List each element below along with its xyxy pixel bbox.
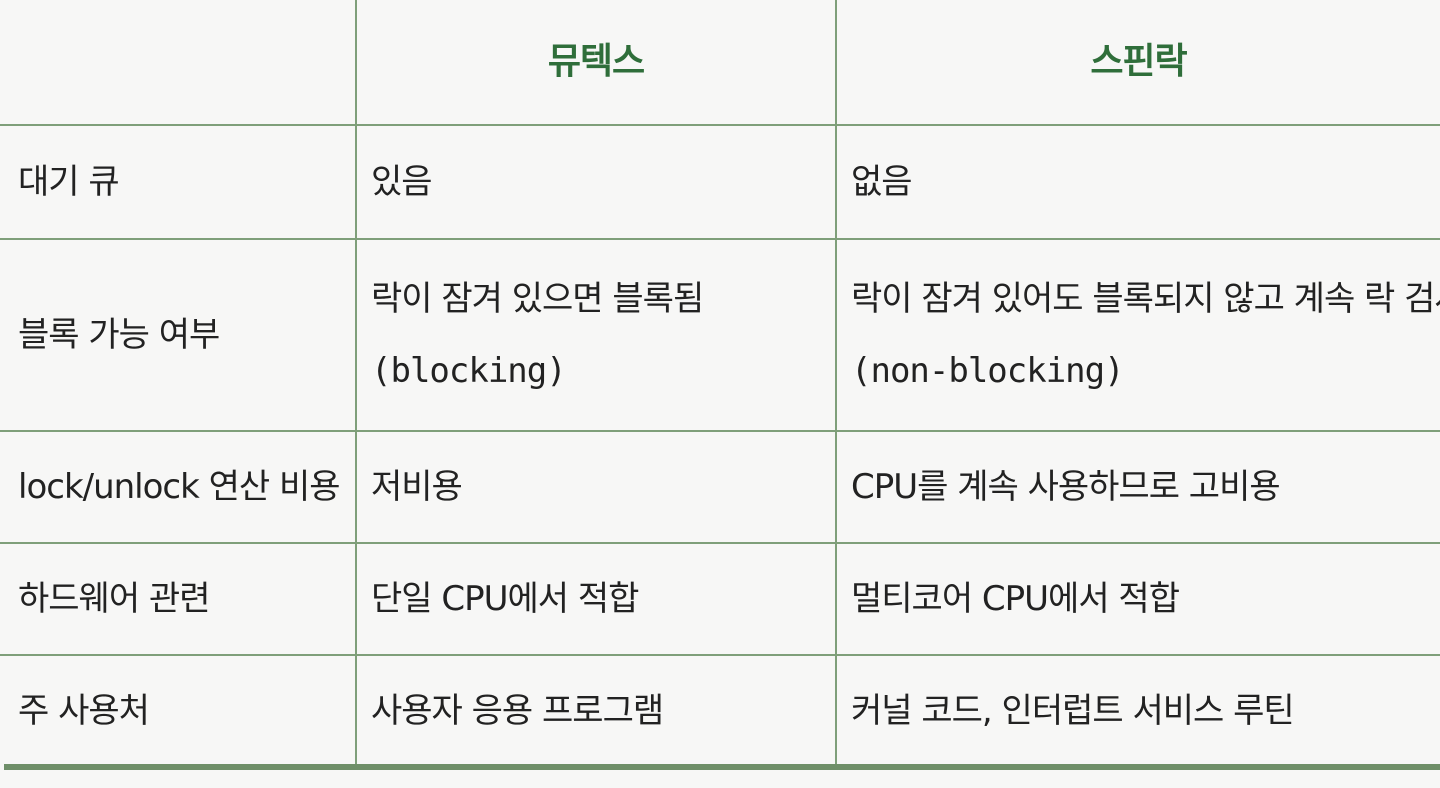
mutex-cell-line: 사용자 응용 프로그램 (371, 691, 664, 731)
row-label: 대기 큐 (18, 162, 120, 202)
mutex-cell: 저비용 (355, 432, 835, 542)
spinlock-cell: 멀티코어 CPU에서 적합 (835, 544, 1440, 654)
row-label: 하드웨어 관련 (18, 579, 211, 619)
header-cell-spinlock: 스핀락 (835, 0, 1440, 124)
row-label: 주 사용처 (18, 691, 150, 731)
spinlock-cell-line: (non-blocking) (851, 351, 1125, 391)
table-row-lock-cost: lock/unlock 연산 비용 저비용 CPU를 계속 사용하므로 고비용 (0, 432, 1440, 544)
spinlock-cell: 없음 (835, 126, 1440, 238)
table-row-hardware: 하드웨어 관련 단일 CPU에서 적합 멀티코어 CPU에서 적합 (0, 544, 1440, 656)
spinlock-cell-line: 커널 코드, 인터럽트 서비스 루틴 (851, 691, 1295, 731)
table-bottom-rule (4, 764, 1440, 770)
spinlock-cell-line: 락이 잠겨 있어도 블록되지 않고 계속 락 검사 (851, 279, 1440, 319)
header-cell-mutex: 뮤텍스 (355, 0, 835, 124)
mutex-cell: 단일 CPU에서 적합 (355, 544, 835, 654)
spinlock-cell: 커널 코드, 인터럽트 서비스 루틴 (835, 656, 1440, 766)
spinlock-cell: 락이 잠겨 있어도 블록되지 않고 계속 락 검사 (non-blocking) (835, 240, 1440, 430)
table-header-row: 뮤텍스 스핀락 (0, 0, 1440, 126)
mutex-cell-line: 있음 (371, 162, 433, 202)
table-row-blocking: 블록 가능 여부 락이 잠겨 있으면 블록됨 (blocking) 락이 잠겨 … (0, 240, 1440, 432)
mutex-cell-line: (blocking) (371, 351, 567, 391)
spinlock-cell-line: 없음 (851, 162, 913, 202)
comparison-table: 뮤텍스 스핀락 대기 큐 있음 없음 블록 가능 여부 락이 잠겨 있으면 블록… (0, 0, 1440, 770)
mutex-cell-line: 단일 CPU에서 적합 (371, 579, 639, 619)
spinlock-cell-line: CPU를 계속 사용하므로 고비용 (851, 467, 1281, 507)
spinlock-cell-line: 멀티코어 CPU에서 적합 (851, 579, 1180, 619)
spinlock-cell: CPU를 계속 사용하므로 고비용 (835, 432, 1440, 542)
row-label: 블록 가능 여부 (18, 315, 220, 355)
mutex-cell-line: 락이 잠겨 있으면 블록됨 (371, 279, 704, 319)
row-label: lock/unlock 연산 비용 (18, 467, 341, 507)
table-row-wait-queue: 대기 큐 있음 없음 (0, 126, 1440, 240)
mutex-cell-line: 저비용 (371, 467, 463, 507)
header-cell-empty (4, 0, 355, 124)
table-row-usage: 주 사용처 사용자 응용 프로그램 커널 코드, 인터럽트 서비스 루틴 (0, 656, 1440, 766)
mutex-cell: 사용자 응용 프로그램 (355, 656, 835, 766)
mutex-cell: 락이 잠겨 있으면 블록됨 (blocking) (355, 240, 835, 430)
mutex-cell: 있음 (355, 126, 835, 238)
